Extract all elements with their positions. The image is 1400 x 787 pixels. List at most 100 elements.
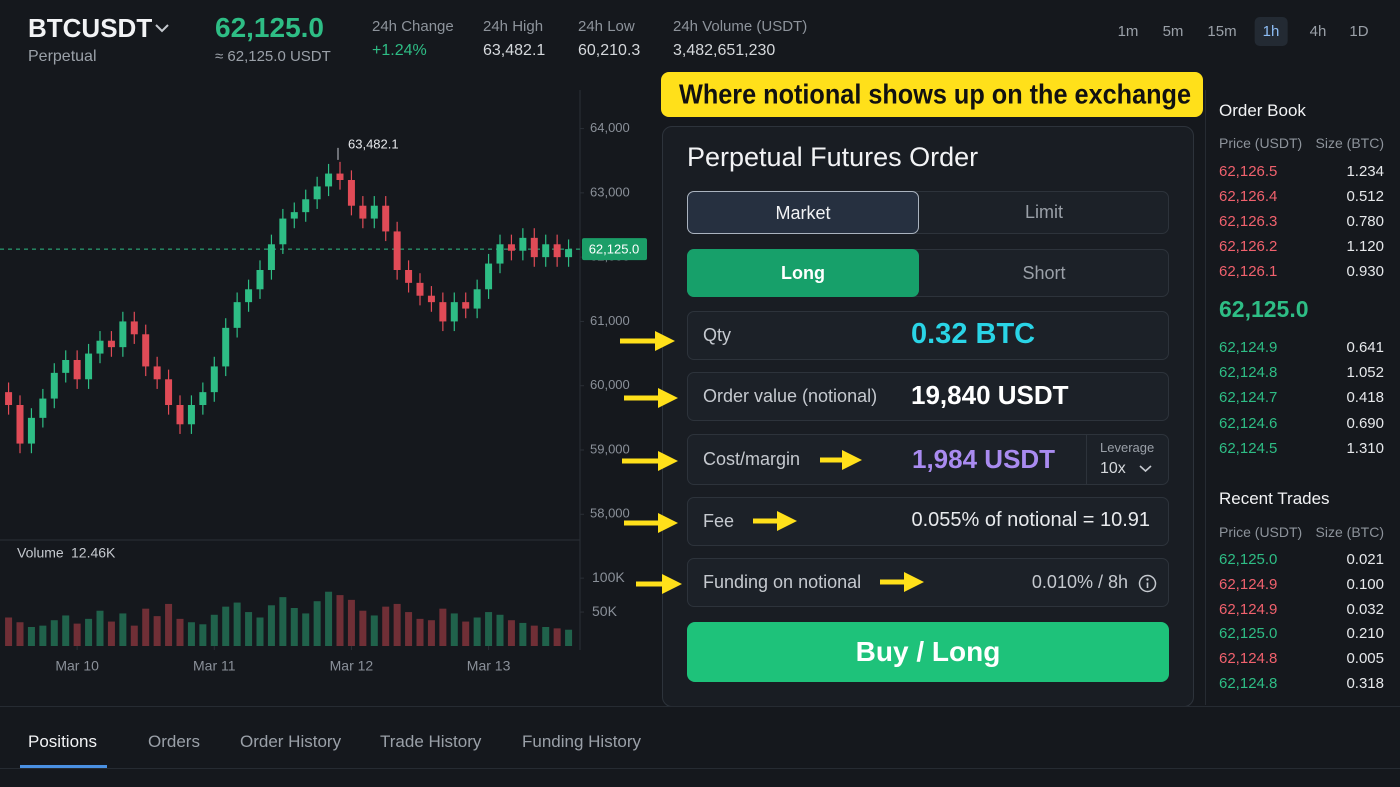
market-type: Perpetual xyxy=(28,48,97,65)
trade-size: 0.210 xyxy=(1346,625,1384,643)
candle-body xyxy=(393,231,401,270)
volume-bar xyxy=(267,605,275,646)
toggle-option[interactable]: Short xyxy=(1022,263,1066,283)
divider xyxy=(0,768,1400,769)
candle-body xyxy=(336,173,344,180)
candle-body xyxy=(165,379,173,405)
qty-field[interactable] xyxy=(687,311,1169,360)
volume-bar xyxy=(50,620,58,646)
volume-bar xyxy=(507,620,515,646)
field-value: 1,984 USDT xyxy=(912,444,1056,474)
column-header: Size (BTC) xyxy=(1315,135,1384,151)
volume-bar xyxy=(473,617,481,646)
candle-body xyxy=(210,366,218,393)
buy-button[interactable]: Buy / Long xyxy=(687,622,1169,682)
candle-body xyxy=(279,218,287,245)
timeframe[interactable]: 1m xyxy=(1117,23,1139,40)
y-tick-label: 60,000 xyxy=(590,377,630,392)
column-header: Price (USDT) xyxy=(1219,524,1303,540)
bid-size: 0.418 xyxy=(1346,389,1384,407)
volume-bar xyxy=(496,614,504,646)
leverage-value[interactable]: 10x xyxy=(1100,460,1126,477)
timeframe[interactable]: 4h xyxy=(1309,23,1327,40)
bid-price: 62,124.5 xyxy=(1219,439,1278,457)
stat-value: 3,482,651,230 xyxy=(673,42,776,59)
volume-bar xyxy=(359,610,367,646)
field-value: 0.010% / 8h xyxy=(1031,572,1128,592)
last-price-badge xyxy=(582,238,647,261)
leverage-label: Leverage xyxy=(1100,440,1155,455)
volume-bar xyxy=(199,624,207,646)
volume-bar xyxy=(222,606,230,646)
volume-bar xyxy=(336,595,344,646)
volume-bar xyxy=(279,597,287,646)
ask-size: 0.930 xyxy=(1346,263,1384,280)
trade-price: 62,124.9 xyxy=(1219,575,1278,593)
ask-size: 0.780 xyxy=(1346,213,1384,230)
volume-bar xyxy=(370,615,378,646)
stat-value: 60,210.3 xyxy=(578,42,641,59)
volume-bar xyxy=(176,618,184,646)
tab[interactable]: Funding History xyxy=(522,732,642,751)
ask-price: 62,126.2 xyxy=(1219,238,1278,255)
bid-price: 62,124.8 xyxy=(1219,364,1278,382)
candle-body xyxy=(347,180,355,206)
symbol-chevron[interactable] xyxy=(154,22,170,34)
callout: Where notional shows up on the exchange xyxy=(661,72,1203,117)
candle-body xyxy=(325,173,333,187)
volume-bar xyxy=(73,623,81,646)
tab[interactable]: Positions xyxy=(28,732,97,751)
candle-body xyxy=(450,302,458,322)
funding-field xyxy=(687,558,1169,607)
toggle-option[interactable]: Long xyxy=(687,249,919,297)
candle-body xyxy=(50,372,58,399)
toggle-option[interactable]: Limit xyxy=(1024,202,1063,222)
symbol[interactable]: BTCUSDT xyxy=(28,13,153,43)
candle-body xyxy=(427,295,435,303)
field-label: Cost/margin xyxy=(703,449,801,469)
candle-body xyxy=(542,244,550,258)
volume-bar xyxy=(519,622,527,646)
volume-bar xyxy=(130,625,138,646)
candle-body xyxy=(382,205,390,232)
timeframe[interactable]: 1D xyxy=(1349,23,1369,40)
info-icon[interactable] xyxy=(1138,574,1157,593)
timeframe[interactable]: 15m xyxy=(1207,23,1237,40)
column-header: Price (USDT) xyxy=(1219,135,1303,151)
tab[interactable]: Orders xyxy=(148,732,200,751)
bid-size: 1.310 xyxy=(1346,439,1384,457)
recent-trades-title: Recent Trades xyxy=(1219,489,1330,508)
leverage-chevron[interactable] xyxy=(1139,464,1152,473)
volume-bar xyxy=(325,591,333,646)
candle-body xyxy=(507,244,515,251)
volume-bar xyxy=(485,612,493,646)
tab[interactable]: Order History xyxy=(240,732,342,751)
bid-price: 62,124.6 xyxy=(1219,414,1278,432)
volume-bar xyxy=(27,627,35,646)
volume-bar xyxy=(245,612,253,646)
candle-body xyxy=(267,244,275,270)
stat-label: 24h Low xyxy=(578,18,635,35)
field-value: 0.055% of notional = 10.91 xyxy=(911,509,1150,531)
trade-size: 0.005 xyxy=(1346,650,1384,668)
candle-body xyxy=(405,270,413,283)
candle-body xyxy=(85,353,93,380)
volume-bar xyxy=(85,618,93,646)
stat-value: 63,482.1 xyxy=(483,42,546,59)
trade-size: 0.032 xyxy=(1346,600,1384,618)
timeframe[interactable]: 1h xyxy=(1254,17,1288,46)
tab[interactable]: Trade History xyxy=(380,732,482,751)
column-header: Size (BTC) xyxy=(1315,524,1384,540)
volume-bar xyxy=(439,608,447,646)
volume-bar xyxy=(565,629,573,646)
timeframe[interactable]: 5m xyxy=(1162,23,1184,40)
toggle-option[interactable]: Market xyxy=(687,191,919,234)
candle-body xyxy=(245,289,253,303)
ask-size: 1.120 xyxy=(1346,238,1384,255)
volume-bar xyxy=(427,620,435,646)
tab-underline xyxy=(20,765,107,768)
y-tick-label: 59,000 xyxy=(590,441,630,456)
order-title: Perpetual Futures Order xyxy=(687,142,979,172)
volume-current: 12.46K xyxy=(71,545,116,561)
volume-bar xyxy=(142,608,150,646)
